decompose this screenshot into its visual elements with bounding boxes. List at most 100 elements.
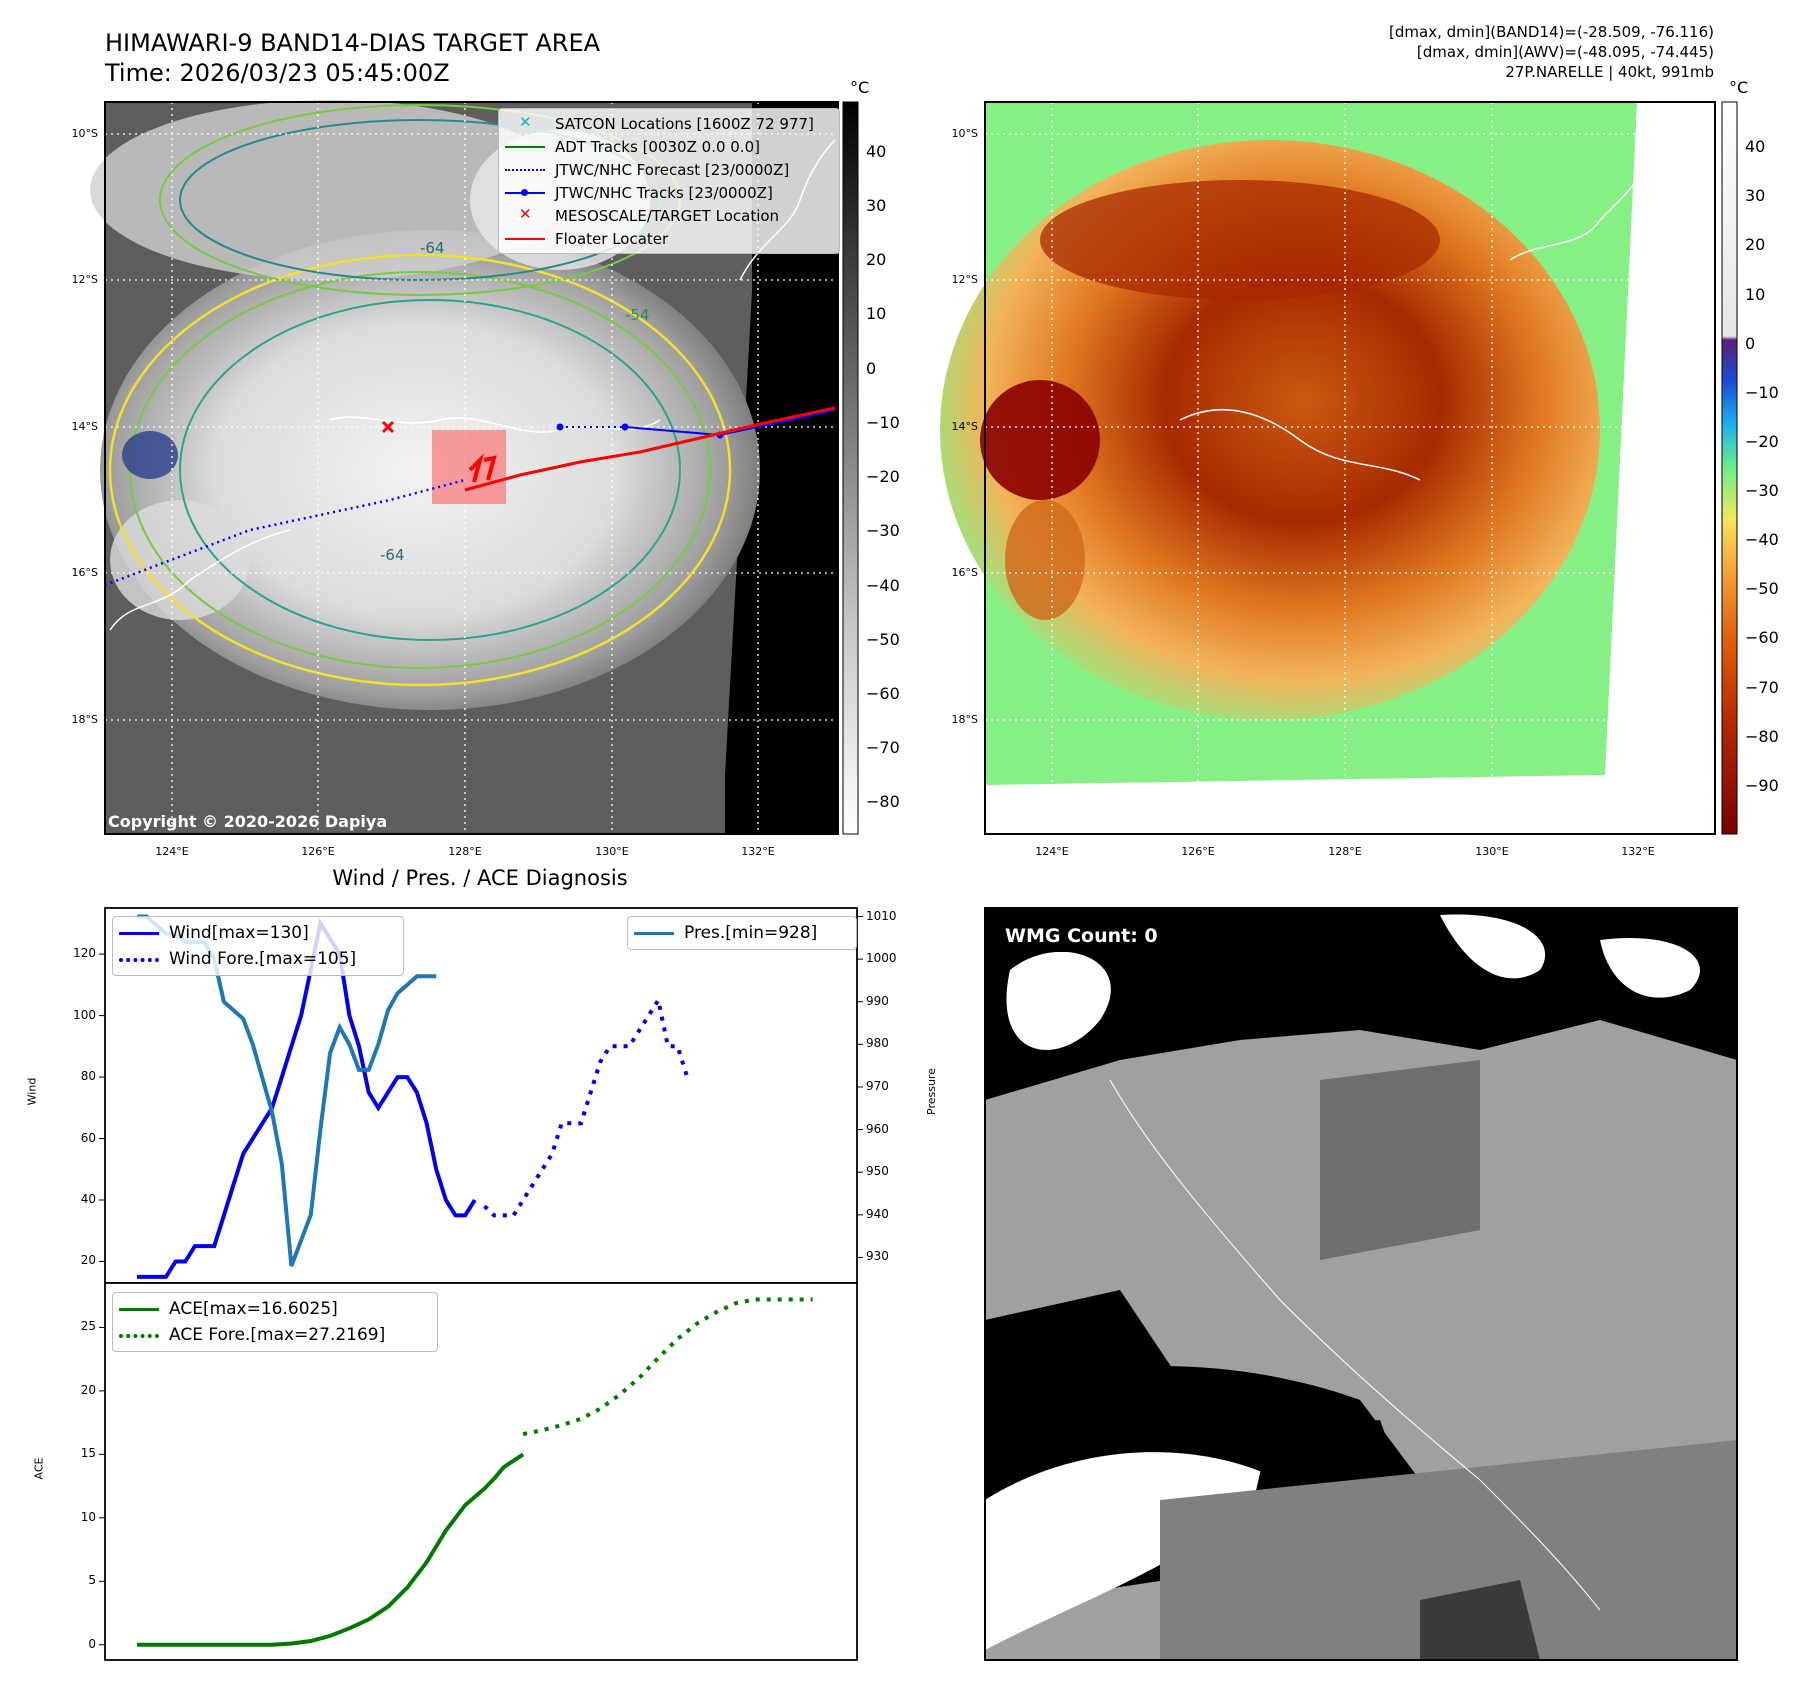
map-legend-key: ✕: [519, 112, 532, 131]
ace-tick-label: 5: [88, 1573, 96, 1588]
map-legend-item: ADT Tracks [0030Z 0.0 0.0]: [505, 135, 833, 158]
map-legend-label: SATCON Locations [1600Z 72 977]: [555, 114, 814, 133]
colorbar-tick: −90: [1745, 775, 1779, 795]
info-block: [dmax, dmin](BAND14)=(-28.509, -76.116) …: [1389, 22, 1714, 82]
pressure-tick-label: 1010: [866, 908, 897, 923]
wind-axis-label: Wind: [25, 1077, 39, 1106]
jtwc-track: [624, 409, 836, 437]
lon-label: 124°E: [155, 845, 189, 858]
map-legend: ✕ SATCON Locations [1600Z 72 977] ADT Trac…: [498, 108, 840, 254]
ace-tick-label: 25: [80, 1319, 96, 1334]
pressure-tick-label: 990: [866, 993, 889, 1008]
lon-label: 128°E: [1328, 845, 1362, 858]
lon-label: 132°E: [1621, 845, 1655, 858]
awv-map: [940, 101, 1716, 835]
pressure-tick-label: 940: [866, 1206, 889, 1221]
target-box: [432, 430, 506, 504]
wind-series-line: [137, 918, 477, 1279]
pressure-axis-label: Pressure: [924, 1068, 938, 1115]
map-legend-item: Floater Locater: [505, 227, 833, 250]
colorbar-tick: −10: [1745, 382, 1779, 402]
pressure-tick-label: 950: [866, 1164, 889, 1179]
colorbar-tick: −50: [866, 629, 900, 649]
colorbar-tick: −60: [866, 684, 900, 704]
lat-label: 10°S: [71, 127, 98, 140]
colorbar-tick: −50: [1745, 579, 1779, 599]
colorbar-right-unit: °C: [1729, 78, 1749, 97]
colorbar-left: [842, 101, 859, 835]
legend-pres-label: Pres.[min=928]: [684, 923, 818, 943]
colorbar-tick: 20: [866, 250, 887, 270]
map-legend-label: MESOSCALE/TARGET Location: [555, 206, 780, 225]
colorbar-tick: −20: [1745, 431, 1779, 451]
wind-legend: Wind[max=130] Wind Fore.[max=105]: [112, 916, 404, 976]
lon-label: 128°E: [448, 845, 482, 858]
colorbar-tick: −30: [1745, 481, 1779, 501]
map-legend-item: JTWC/NHC Forecast [23/0000Z]: [505, 158, 833, 181]
lon-label: 132°E: [741, 845, 775, 858]
lat-label: 14°S: [71, 420, 98, 433]
pressure-tick-label: 970: [866, 1078, 889, 1093]
lat-label: 14°S: [951, 420, 978, 433]
wind-tick-label: 60: [80, 1130, 96, 1145]
mesoscale-marker: [381, 420, 395, 434]
colorbar-tick: −10: [866, 412, 900, 432]
map-legend-key: [505, 232, 545, 246]
colorbar-tick: −40: [1745, 530, 1779, 550]
map-legend-key: ✕: [519, 204, 532, 223]
floater-track: [464, 406, 836, 492]
colorbar-tick: 10: [1745, 284, 1766, 304]
ace-axis-label: ACE: [32, 1457, 46, 1480]
legend-ace-fore-label: ACE Fore.[max=27.2169]: [169, 1325, 386, 1345]
ace-tick-label: 10: [80, 1509, 96, 1524]
lon-label: 130°E: [595, 845, 629, 858]
legend-ace-fore-key: [119, 1328, 159, 1342]
wind-tick-label: 40: [80, 1192, 96, 1206]
lat-label: 12°S: [951, 273, 978, 286]
legend-wind-key: [119, 926, 159, 940]
colorbar-tick: 40: [866, 141, 887, 161]
map-legend-item: ✕ SATCON Locations [1600Z 72 977]: [505, 112, 833, 135]
lat-label: 18°S: [951, 713, 978, 726]
colorbar-tick: −80: [1745, 726, 1779, 746]
legend-ace-label: ACE[max=16.6025]: [169, 1299, 338, 1319]
ace-legend: ACE[max=16.6025] ACE Fore.[max=27.2169]: [112, 1292, 438, 1352]
contour-label: -54: [625, 306, 650, 324]
wmg-count-badge: WMG Count: 0: [996, 920, 1167, 952]
colorbar-tick: −60: [1745, 628, 1779, 648]
colorbar-left-unit: °C: [850, 78, 870, 97]
colorbar-tick: 40: [1745, 137, 1766, 157]
colorbar-tick: −70: [1745, 677, 1779, 697]
map-legend-label: JTWC/NHC Forecast [23/0000Z]: [555, 160, 790, 179]
colorbar-tick: 0: [1745, 333, 1756, 353]
legend-wind-label: Wind[max=130]: [169, 923, 309, 943]
legend-wind-fore-label: Wind Fore.[max=105]: [169, 949, 357, 969]
title-line-2: Time: 2026/03/23 05:45:00Z: [105, 59, 450, 87]
lat-label: 16°S: [951, 566, 978, 579]
colorbar-tick: −70: [866, 738, 900, 758]
map-legend-item: JTWC/NHC Tracks [23/0000Z]: [505, 181, 833, 204]
map-legend-label: JTWC/NHC Tracks [23/0000Z]: [555, 183, 773, 202]
colorbar-tick: 10: [866, 304, 887, 324]
lat-label: 10°S: [951, 127, 978, 140]
ace-plot: [137, 1297, 813, 1647]
pressure-tick-label: 930: [866, 1249, 889, 1264]
colorbar-tick: −30: [866, 521, 900, 541]
lon-label: 124°E: [1035, 845, 1069, 858]
ace-tick-label: 15: [80, 1446, 96, 1461]
colorbar-tick: −80: [866, 792, 900, 812]
colorbar-tick: 30: [866, 196, 887, 216]
colorbar-tick: −20: [866, 467, 900, 487]
legend-wind-fore-key: [119, 952, 159, 966]
colorbar-right: [1721, 101, 1738, 835]
colorbar-tick: −40: [866, 575, 900, 595]
wind-tick-label: 20: [80, 1253, 96, 1268]
map-legend-item: ✕ MESOSCALE/TARGET Location: [505, 204, 833, 227]
contour-label: -64: [420, 239, 445, 257]
wind-tick-label: 120: [73, 946, 96, 961]
pressure-legend: Pres.[min=928]: [627, 916, 857, 950]
pressure-tick-label: 960: [866, 1121, 889, 1136]
axis-ticks: [99, 916, 863, 1646]
lat-label: 16°S: [71, 566, 98, 579]
